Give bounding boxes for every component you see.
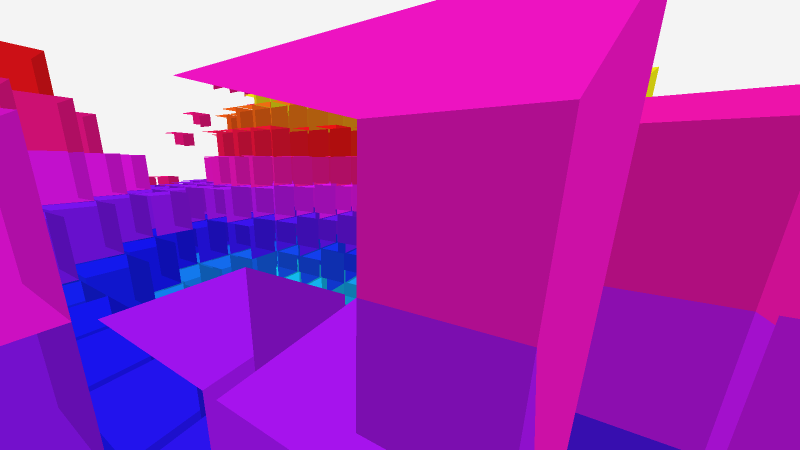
voxel-3d-plot-canvas[interactable]: hsv [0, 0, 800, 450]
voxel-cubes-layer [0, 0, 800, 450]
